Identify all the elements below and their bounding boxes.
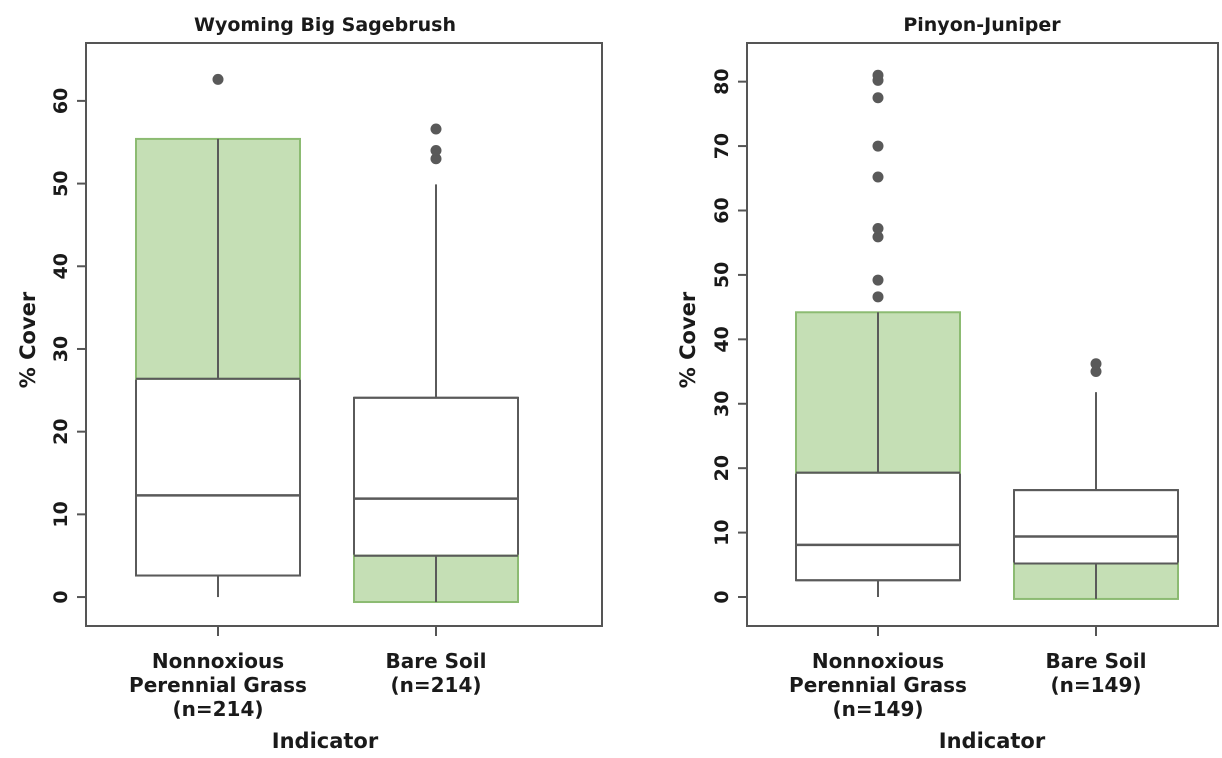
outlier-point xyxy=(872,140,884,152)
y-tick-label: 30 xyxy=(50,336,72,362)
x-tick-label: Bare Soil xyxy=(386,649,487,673)
box-2 xyxy=(353,123,519,604)
chart-panel-1: Wyoming Big Sagebrush 0 10 20 30 40 50 60 % Cove… xyxy=(16,14,603,753)
y-tick-label: 50 xyxy=(711,262,733,288)
outlier-point xyxy=(430,153,442,165)
y-tick-label: 10 xyxy=(50,501,72,527)
x-axis-label: Indicator xyxy=(272,729,379,753)
y-axis-label: % Cover xyxy=(16,291,40,388)
x-tick-label: (n=149) xyxy=(832,697,923,721)
box-1 xyxy=(135,73,301,598)
outlier-point xyxy=(872,223,884,235)
outlier-point xyxy=(1090,366,1102,378)
x-tick-label: Nonnoxious xyxy=(812,649,944,673)
box-2 xyxy=(1013,358,1179,600)
x-tick-label: Bare Soil xyxy=(1046,649,1147,673)
box-body xyxy=(795,471,961,582)
box-body xyxy=(135,377,301,577)
x-axis-label: Indicator xyxy=(939,729,1046,753)
box-body xyxy=(1013,489,1179,565)
box-1 xyxy=(795,69,961,598)
outlier-point xyxy=(430,145,442,157)
y-tick-label: 40 xyxy=(50,253,72,279)
x-tick-label: Perennial Grass xyxy=(129,673,307,697)
chart-title: Wyoming Big Sagebrush xyxy=(194,14,456,36)
x-tick-label: Nonnoxious xyxy=(152,649,284,673)
y-tick-label: 30 xyxy=(711,391,733,417)
y-tick-label: 20 xyxy=(50,418,72,444)
chart-title: Pinyon-Juniper xyxy=(903,14,1061,36)
outlier-point xyxy=(872,291,884,303)
chart-panel-2: Pinyon-Juniper 0 10 20 30 40 50 60 70 80 % Cover No… xyxy=(676,14,1219,753)
y-tick-label: 0 xyxy=(711,590,733,603)
outlier-point xyxy=(872,231,884,243)
box-body xyxy=(353,396,519,557)
outlier-point xyxy=(872,274,884,286)
y-axis-label: % Cover xyxy=(676,291,700,388)
x-tick-label: (n=214) xyxy=(390,673,481,697)
y-tick-label: 10 xyxy=(711,519,733,545)
y-tick-label: 80 xyxy=(711,68,733,94)
outlier-point xyxy=(212,73,224,85)
outlier-point xyxy=(872,92,884,104)
plot-frame xyxy=(85,42,603,627)
x-tick-label: (n=149) xyxy=(1050,673,1141,697)
y-tick-label: 50 xyxy=(50,170,72,196)
outlier-point xyxy=(872,69,884,81)
outlier-point xyxy=(872,171,884,183)
outlier-point xyxy=(1090,358,1102,370)
y-tick-label: 40 xyxy=(711,326,733,352)
y-tick-label: 20 xyxy=(711,455,733,481)
outlier-point xyxy=(430,123,442,135)
x-tick-label: (n=214) xyxy=(172,697,263,721)
x-tick-label: Perennial Grass xyxy=(789,673,967,697)
y-tick-label: 60 xyxy=(50,88,72,114)
y-tick-label: 60 xyxy=(711,197,733,223)
plot-frame xyxy=(746,42,1219,627)
y-tick-label: 0 xyxy=(50,590,72,603)
y-tick-label: 70 xyxy=(711,133,733,159)
